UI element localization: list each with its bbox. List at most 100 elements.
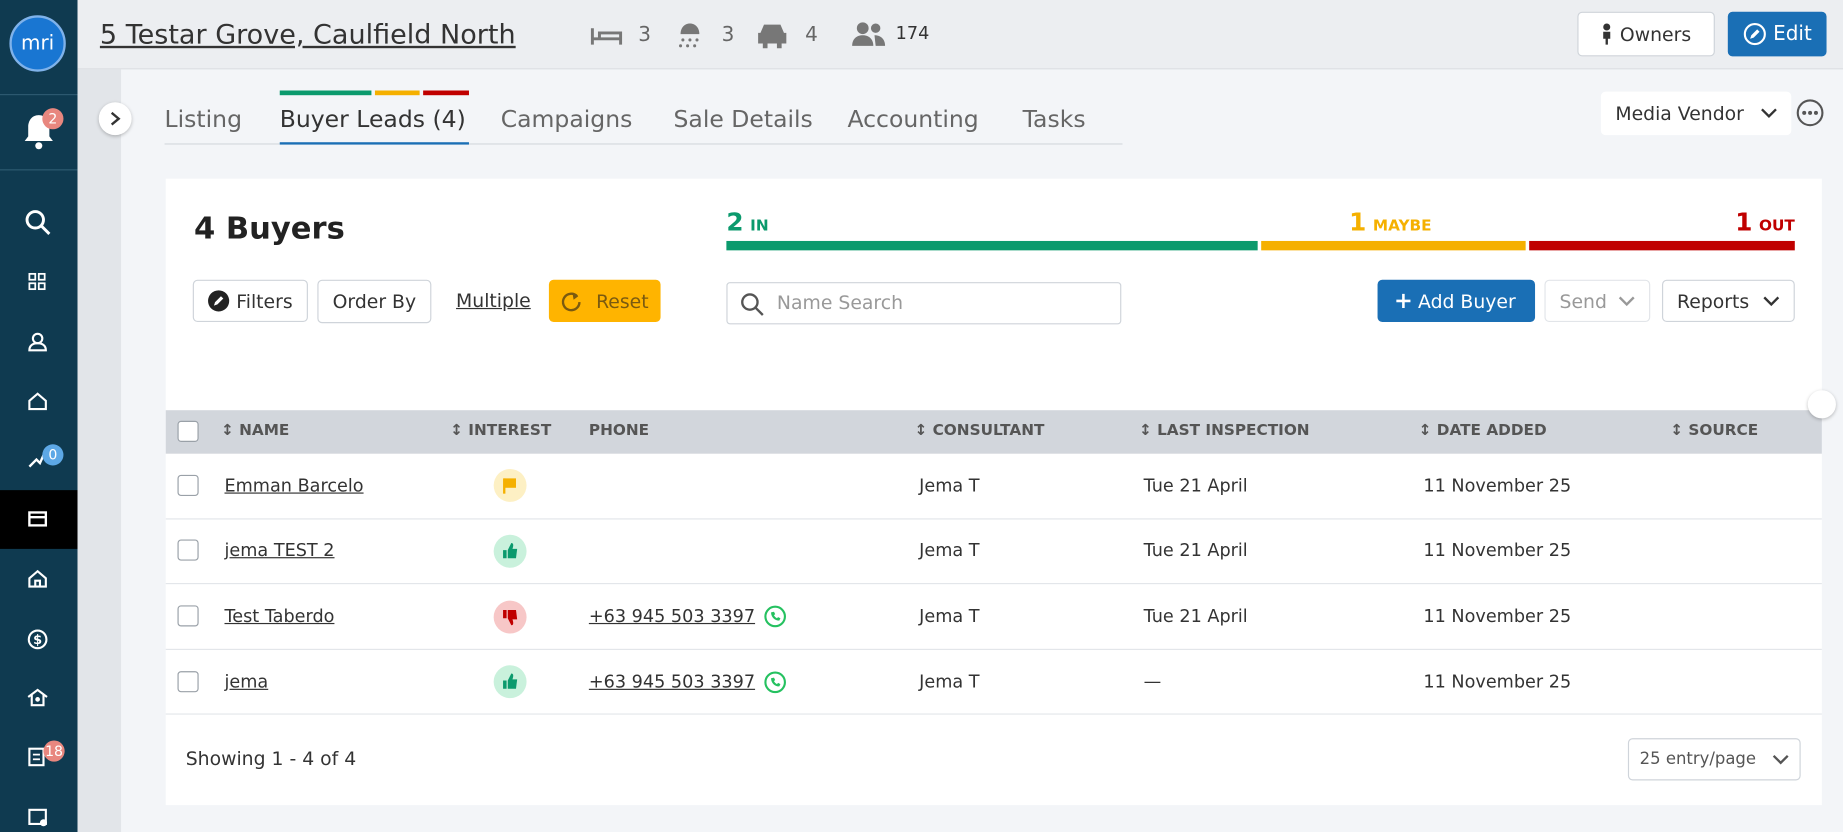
- tab[interactable]: Listing: [164, 104, 242, 133]
- buyer-name[interactable]: Emman Barcelo: [224, 474, 364, 497]
- row-checkbox[interactable]: [177, 474, 199, 497]
- calendar-icon[interactable]: [28, 806, 48, 827]
- car-icon: [758, 24, 787, 49]
- column-header: INTEREST: [468, 421, 552, 440]
- reports-button[interactable]: Reports: [1661, 279, 1795, 323]
- add-buyer-button[interactable]: Add Buyer: [1377, 279, 1536, 323]
- whatsapp-icon[interactable]: [764, 605, 786, 628]
- in-label: IN: [750, 217, 769, 236]
- table-row: [165, 518, 1822, 585]
- buyers-title: 4 Buyers: [193, 211, 345, 247]
- multiple-link[interactable]: Multiple: [456, 289, 531, 312]
- tab-out-bar: [423, 90, 469, 96]
- search-placeholder: Name Search: [776, 291, 904, 314]
- search-box[interactable]: Name Search: [726, 282, 1122, 325]
- consultant: Jema T: [919, 605, 980, 627]
- whatsapp-icon[interactable]: [764, 671, 786, 694]
- out-label: OUT: [1758, 217, 1795, 236]
- notification-badge: 2: [42, 108, 64, 130]
- reports-icon[interactable]: [28, 747, 47, 767]
- column-header: DATE ADDED: [1436, 421, 1547, 440]
- tab[interactable]: Accounting: [847, 104, 979, 133]
- more-button[interactable]: [1796, 99, 1824, 127]
- logo[interactable]: mri: [9, 15, 66, 72]
- filters-button[interactable]: Filters: [192, 279, 308, 323]
- search-icon[interactable]: [25, 209, 51, 235]
- date-added: 11 November 25: [1423, 474, 1572, 497]
- address[interactable]: 5 Testar Grove, Caulfield North: [99, 19, 516, 51]
- baths: 3: [721, 23, 735, 48]
- beds: 3: [638, 23, 651, 48]
- order-by-button[interactable]: Order By: [317, 279, 432, 324]
- in-segment: [726, 240, 1258, 251]
- cars: 4: [805, 23, 818, 48]
- in-number: 2: [726, 208, 744, 237]
- tab[interactable]: Tasks: [1022, 104, 1086, 133]
- buyer-name[interactable]: jema TEST 2: [224, 539, 335, 561]
- date-added: 11 November 25: [1423, 539, 1572, 561]
- send-button[interactable]: Send: [1544, 279, 1651, 323]
- last-inspection: Tue 21 April: [1143, 605, 1248, 627]
- reports-label: Reports: [1677, 289, 1750, 313]
- bed-icon: [590, 28, 623, 45]
- edit-label: Edit: [1773, 22, 1812, 46]
- in-count: 2 IN: [726, 207, 768, 238]
- per-page-label: 25 entry/page: [1639, 749, 1756, 769]
- active-nav[interactable]: [0, 490, 78, 549]
- maybe-label: MAYBE: [1372, 217, 1432, 236]
- tab[interactable]: Campaigns: [500, 104, 633, 133]
- row-checkbox[interactable]: [177, 671, 199, 693]
- sort-name[interactable]: ↕ NAME: [220, 421, 290, 440]
- filters-label: Filters: [236, 289, 293, 313]
- reset-button[interactable]: Reset: [548, 279, 661, 323]
- rentals-icon[interactable]: [28, 569, 47, 588]
- owners-button[interactable]: Owners: [1577, 11, 1715, 57]
- contacts-icon: [852, 22, 886, 46]
- tasks-badge: 0: [42, 444, 64, 466]
- buyer-name[interactable]: Test Taberdo: [224, 605, 335, 627]
- date-added: 11 November 25: [1423, 605, 1572, 627]
- select-all-checkbox[interactable]: [177, 420, 199, 442]
- sales-icon: [28, 511, 48, 527]
- sort-last-inspection[interactable]: ↕ LAST INSPECTION: [1138, 421, 1310, 440]
- tab-in-bar: [279, 90, 372, 96]
- contacts-icon[interactable]: [28, 332, 47, 352]
- tab-active[interactable]: Buyer Leads (4): [279, 104, 466, 133]
- per-page-selector[interactable]: 25 entry/page: [1627, 738, 1801, 781]
- column-header: PHONE: [588, 421, 650, 440]
- header: [77, 0, 1843, 70]
- tab[interactable]: Sale Details: [673, 104, 813, 133]
- table-header: [165, 410, 1822, 454]
- sort-consultant[interactable]: ↕ CONSULTANT: [914, 421, 1045, 440]
- bath-icon: [679, 23, 700, 48]
- sort-source[interactable]: ↕ SOURCE: [1670, 421, 1759, 440]
- finance-icon[interactable]: $: [27, 629, 48, 650]
- tab-maybe-bar: [374, 90, 420, 96]
- sort-interest[interactable]: ↕ INTEREST: [450, 421, 552, 440]
- phone[interactable]: +63 945 503 3397: [588, 605, 756, 627]
- reset-label: Reset: [596, 289, 649, 313]
- interest-out-icon: [493, 600, 527, 634]
- consultant: Jema T: [919, 539, 980, 561]
- edit-button[interactable]: Edit: [1727, 11, 1827, 57]
- listings-icon[interactable]: [28, 391, 47, 411]
- row-checkbox[interactable]: [177, 605, 199, 627]
- date-added: 11 November 25: [1423, 671, 1572, 693]
- svg-text:$: $: [33, 633, 42, 648]
- interest-in-icon: [493, 665, 527, 699]
- phone[interactable]: +63 945 503 3397: [588, 671, 756, 693]
- collapse-panel-button[interactable]: [1807, 390, 1836, 419]
- sort-date-added[interactable]: ↕ DATE ADDED: [1418, 421, 1547, 440]
- tabs-rule: [164, 143, 1123, 145]
- contacts-count: 174: [895, 22, 930, 44]
- column-header: LAST INSPECTION: [1157, 421, 1310, 440]
- dashboard-icon[interactable]: [28, 272, 46, 291]
- buyer-name[interactable]: jema: [224, 671, 269, 693]
- consultant: Jema T: [919, 671, 980, 693]
- property-icon[interactable]: [27, 688, 48, 707]
- view-selector[interactable]: Media Vendor: [1600, 91, 1792, 136]
- expand-button[interactable]: [98, 102, 132, 136]
- row-checkbox[interactable]: [177, 539, 199, 561]
